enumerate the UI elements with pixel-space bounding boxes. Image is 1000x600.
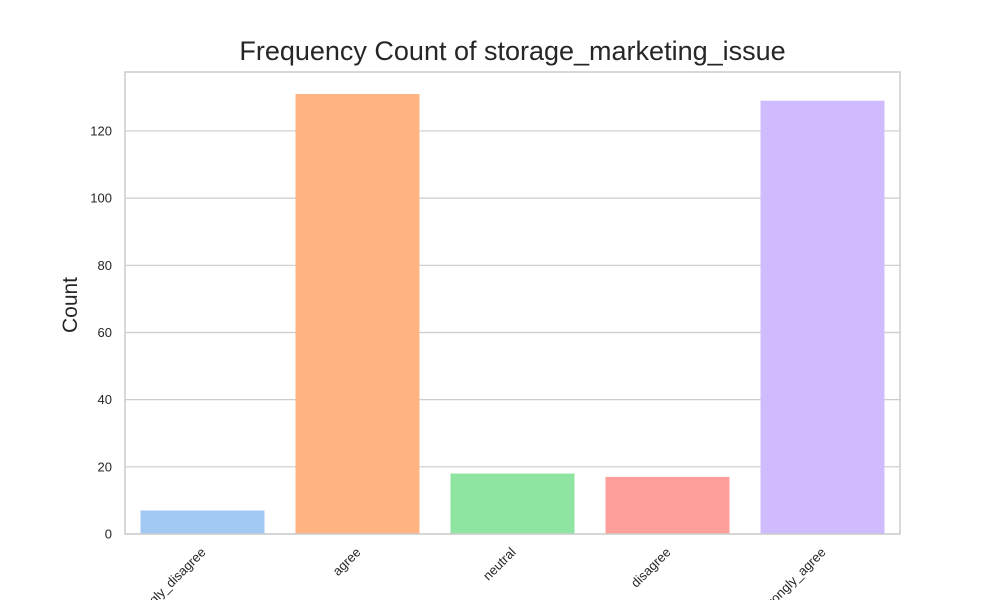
y-tick-labels: 0 20 40 60 80 100 120 [90, 123, 112, 541]
x-tick-label: disagree [628, 545, 674, 591]
y-tick-label: 20 [98, 459, 112, 474]
chart-title: Frequency Count of storage_marketing_iss… [239, 36, 786, 66]
bar-agree [295, 94, 420, 534]
plot-frame [124, 71, 901, 535]
bar-strongly_agree [760, 100, 885, 534]
y-tick-label: 120 [90, 123, 112, 138]
bar-neutral [450, 473, 575, 534]
y-axis-label: Count [59, 277, 82, 333]
y-tick-label: 80 [98, 258, 112, 273]
x-tick-label: strongly_disagree [125, 545, 208, 600]
x-tick-labels: strongly_disagree agree neutral disagree str… [125, 544, 828, 600]
bar-disagree [605, 476, 730, 534]
y-tick-label: 0 [105, 527, 112, 542]
y-tick-label: 60 [98, 325, 112, 340]
x-tick-label: strongly_agree [757, 545, 828, 600]
x-tick-label: agree [330, 545, 364, 579]
y-tick-label: 40 [98, 392, 112, 407]
y-tick-label: 100 [90, 191, 112, 206]
bar-strongly_disagree [140, 510, 265, 534]
x-tick-label: neutral [480, 544, 519, 583]
bars [140, 94, 885, 534]
